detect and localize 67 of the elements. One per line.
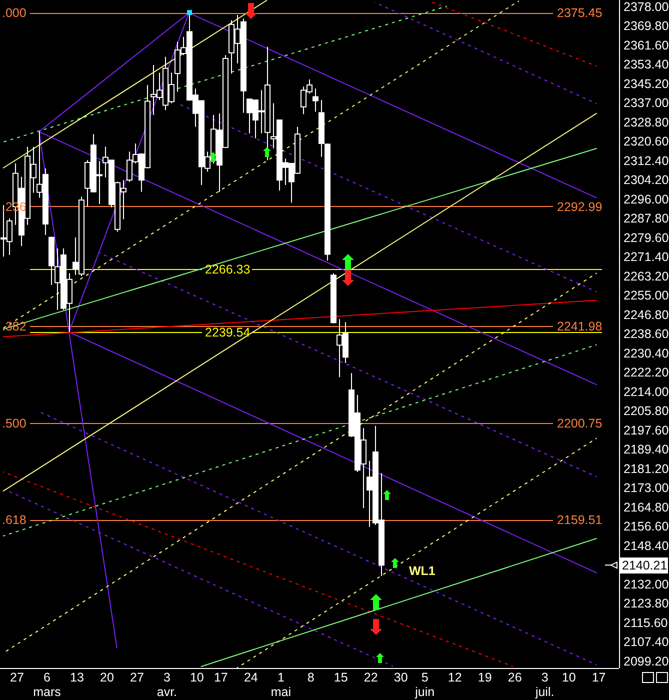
y-tick-label: 2115.60 [624,616,668,630]
y-tick-label: 2304.20 [624,173,669,188]
y-tick-label: 2107.40 [624,635,669,650]
y-tick-label: 2271.40 [624,250,669,264]
x-tick-label: 20 [100,670,114,684]
y-tick-label: 2148.40 [624,538,669,553]
x-tick-label: 27 [130,670,144,684]
y-tick-label: 2230.40 [624,346,669,360]
x-tick-label: 17 [592,670,606,684]
annotation: .000 [2,6,26,20]
y-tick-label: 2345.20 [624,76,669,91]
ref-line-label: 2159.51 [557,513,602,528]
y-tick-label: 2099.20 [624,654,669,668]
x-tick-label: 5 juin [414,670,435,699]
x-tick-label: 19 [478,670,492,684]
x-tick-label: 1 mai [270,670,291,699]
y-tick-label: 2132.00 [624,577,669,592]
x-tick-label: 26 [508,670,522,684]
ref-line-label: 2292.99 [557,200,602,214]
y-tick-label: 2246.80 [624,308,669,322]
y-tick-label: 2123.80 [624,596,669,611]
ref-line-label: 2241.98 [557,320,602,334]
x-tick-label: 8 [307,670,314,684]
y-tick-label: 2337.00 [624,96,669,110]
y-tick-label: 2353.40 [624,58,669,72]
x-tick-label: 27 [10,670,24,684]
ref-line-label: 2266.33 [205,262,250,276]
annotation: WL1 [409,564,436,578]
annotation: .618 [2,513,26,528]
y-tick-label: 2279.60 [624,230,669,245]
y-tick-label: 2189.40 [624,442,669,457]
y-tick-label: 2197.60 [624,423,669,438]
y-tick-label: 2173.00 [624,481,669,496]
y-tick-label: 2181.20 [624,462,669,476]
y-tick-label: 2164.80 [624,500,669,514]
y-tick-label: 2156.60 [624,520,669,534]
y-tick-label: 2205.80 [624,404,669,418]
x-tick-label: 13 [70,670,84,684]
ref-line-label: 2200.75 [557,416,602,430]
ref-line-label: 2239.54 [205,325,250,340]
annotation: .500 [2,416,26,430]
x-tick-label: 15 [334,670,348,684]
text: 2140.21 [622,558,668,573]
y-tick-label: 2361.60 [624,38,669,52]
x-tick-label: 10 [562,670,576,684]
y-tick-label: 2312.40 [624,154,669,168]
x-tick-label: 10 [190,670,204,684]
y-tick-label: 2238.60 [624,327,669,342]
x-tick-label: 3 avr. [156,670,178,699]
y-tick-label: 2287.80 [624,212,669,226]
ref-line-label: 2375.45 [557,6,602,20]
y-tick-label: 2255.00 [624,288,669,303]
x-tick-label: 6 mars [33,670,61,699]
y-tick-label: 2378.00 [624,0,669,14]
x-tick-label: 17 [214,670,228,684]
y-tick-label: 2222.20 [624,366,669,380]
y-tick-label: 2296.00 [624,192,669,206]
x-tick-label: 12 [448,670,462,684]
y-tick-label: 2320.60 [624,134,669,149]
y-tick-label: 2369.80 [624,19,669,34]
x-tick-label: 22 [364,670,378,684]
x-tick-label: 30 [394,670,408,684]
x-tick-label: 3 juil. [534,670,554,699]
y-tick-label: 2328.80 [624,115,669,130]
x-tick-label: 24 [244,670,258,684]
y-tick-label: 2263.20 [624,269,669,284]
y-tick-label: 2214.00 [624,384,669,399]
